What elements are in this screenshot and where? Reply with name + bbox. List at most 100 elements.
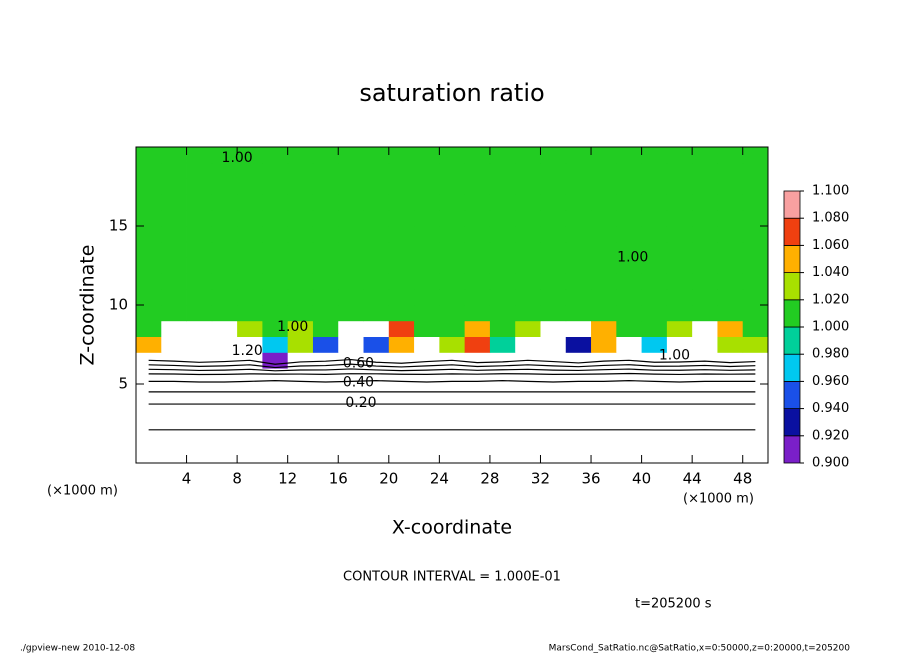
field-cell <box>515 241 541 258</box>
field-cell <box>136 273 162 290</box>
field-cell <box>363 336 390 353</box>
field-cell <box>211 210 238 227</box>
field-cell <box>591 194 617 211</box>
field-cell <box>211 194 238 211</box>
field-cell <box>742 257 769 274</box>
field-cell <box>338 194 364 211</box>
field-cell <box>161 368 187 385</box>
field-cell <box>742 320 769 337</box>
field-cell <box>363 241 390 258</box>
field-cell <box>591 241 617 258</box>
field-cell <box>666 162 693 179</box>
field-cell <box>439 273 466 290</box>
field-cell <box>489 289 516 306</box>
contour-line <box>148 368 756 372</box>
field-cell <box>136 241 162 258</box>
field-cell <box>742 178 769 195</box>
field-cell <box>414 257 440 274</box>
field-cell <box>338 178 364 195</box>
field-cell <box>287 226 314 243</box>
field-cell <box>717 210 744 227</box>
field-cell <box>338 162 364 179</box>
contour-label: 0.40 <box>343 374 374 390</box>
field-cell <box>237 226 263 243</box>
colorbar-cell <box>783 272 801 301</box>
y-axis-label: Z-coordinate <box>77 245 99 366</box>
field-cell <box>211 226 238 243</box>
field-cell <box>262 257 289 274</box>
field-cell <box>439 320 466 337</box>
field-cell <box>186 147 213 164</box>
field-cell <box>717 336 744 353</box>
field-cell <box>464 241 491 258</box>
field-cell <box>237 399 263 416</box>
field-cell <box>388 194 415 211</box>
field-cell <box>211 241 238 258</box>
field-cell <box>641 431 668 448</box>
field-cell <box>363 431 390 448</box>
field-cell <box>312 241 339 258</box>
field-cell <box>489 226 516 243</box>
field-cell <box>338 415 364 432</box>
field-cell <box>414 147 440 164</box>
field-cell <box>312 194 339 211</box>
field-cell <box>237 431 263 448</box>
y-tick-label: 5 <box>118 375 128 393</box>
field-cell <box>591 257 617 274</box>
field-cell <box>540 431 567 448</box>
field <box>136 147 769 464</box>
field-cell <box>414 415 440 432</box>
field-cell <box>237 320 263 337</box>
field-cell <box>414 162 440 179</box>
field-cell <box>692 147 718 164</box>
x-tick-label: 32 <box>531 470 550 488</box>
field-cell <box>489 352 516 369</box>
field-cell <box>616 241 642 258</box>
field-cell <box>742 431 769 448</box>
field-cell <box>136 368 162 385</box>
field-cell <box>388 210 415 227</box>
field-cell <box>464 320 491 337</box>
x-tick-label: 48 <box>733 470 752 488</box>
field-cell <box>262 241 289 258</box>
field-cell <box>363 415 390 432</box>
field-cell <box>338 226 364 243</box>
field-cell <box>136 194 162 211</box>
field-cell <box>464 226 491 243</box>
colorbar-cell <box>783 435 801 464</box>
field-cell <box>414 273 440 290</box>
field-cell <box>161 447 187 464</box>
field-cell <box>591 289 617 306</box>
field-cell <box>136 336 162 353</box>
field-cell <box>312 147 339 164</box>
field-cell <box>464 399 491 416</box>
field-cell <box>312 415 339 432</box>
field-cell <box>591 273 617 290</box>
field-cell <box>641 162 668 179</box>
field-cell <box>287 320 314 337</box>
field-cell <box>338 289 364 306</box>
field-cell <box>565 368 592 385</box>
field-cell <box>211 352 238 369</box>
field-cell <box>414 305 440 322</box>
field-cell <box>717 352 744 369</box>
field-cell <box>692 320 718 337</box>
field-cell <box>262 226 289 243</box>
colorbar-cell <box>783 380 801 409</box>
field-cell <box>312 305 339 322</box>
contour-line <box>148 363 756 369</box>
field-cell <box>692 273 718 290</box>
field-cell <box>515 147 541 164</box>
field-cell <box>237 415 263 432</box>
field-cell <box>717 226 744 243</box>
field-cell <box>136 399 162 416</box>
colorbar-label: 0.900 <box>812 456 849 471</box>
field-cell <box>540 336 567 353</box>
field-cell <box>363 447 390 464</box>
field-cell <box>186 352 213 369</box>
field-cell <box>641 415 668 432</box>
field-cell <box>692 226 718 243</box>
field-cell <box>136 257 162 274</box>
field-cell <box>540 305 567 322</box>
field-cell <box>136 447 162 464</box>
